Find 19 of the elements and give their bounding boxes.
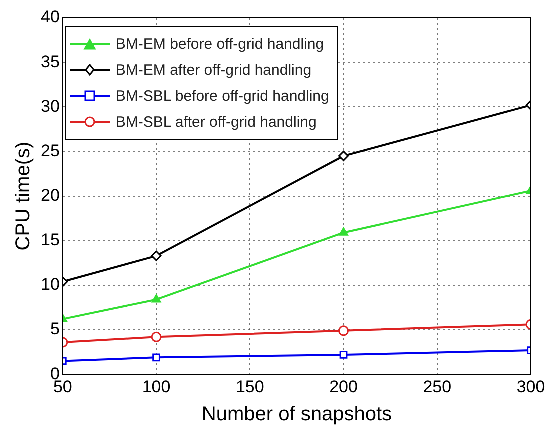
x-tick-label: 200 bbox=[330, 377, 358, 396]
x-tick-label: 250 bbox=[423, 377, 452, 396]
x-axis-title: Number of snapshots bbox=[202, 404, 392, 426]
y-tick-label: 35 bbox=[40, 52, 60, 72]
legend-label: BM-SBL before off-grid handling bbox=[116, 88, 330, 104]
y-tick-label: 15 bbox=[40, 230, 60, 250]
y-tick-label: 30 bbox=[40, 96, 60, 116]
y-tick-label: 25 bbox=[40, 141, 60, 160]
y-axis-title: CPU time(s) bbox=[12, 142, 35, 251]
legend-label: BM-EM after off-grid handling bbox=[116, 62, 312, 78]
y-tick-label: 40 bbox=[40, 8, 60, 27]
legend-label: BM-SBL after off-grid handling bbox=[116, 114, 317, 130]
y-tick-label: 5 bbox=[50, 320, 60, 339]
y-tick-label: 10 bbox=[40, 275, 60, 294]
x-tick-label: 150 bbox=[236, 377, 264, 396]
x-tick-label: 300 bbox=[516, 377, 546, 396]
x-tick-label: 100 bbox=[142, 377, 171, 396]
y-tick-label: 20 bbox=[40, 186, 60, 205]
legend-label: BM-EM before off-grid handling bbox=[116, 36, 324, 52]
